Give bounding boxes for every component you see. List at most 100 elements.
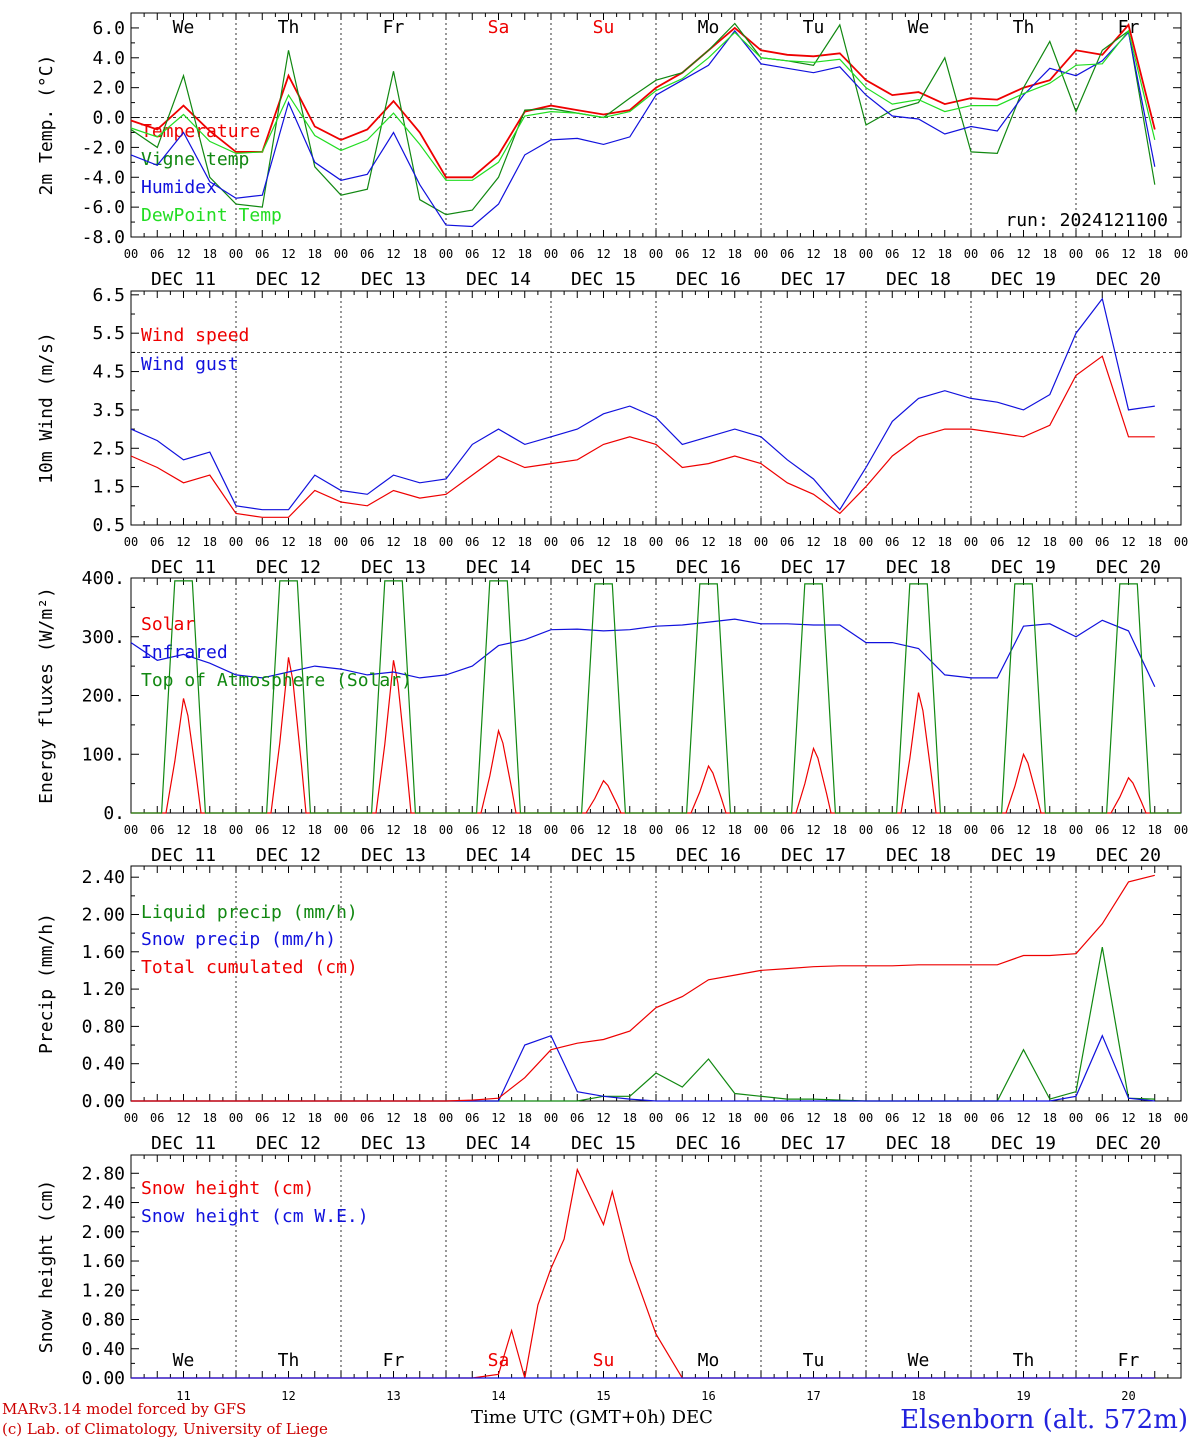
y-tick-label: 2.00 <box>82 904 125 925</box>
y-tick-label: 2.80 <box>82 1163 125 1184</box>
date-label: DEC 14 <box>466 269 531 290</box>
weekday-label: Fr <box>383 17 405 38</box>
legend-entry: Wind speed <box>141 325 249 346</box>
y-tick-label: 1.5 <box>92 477 125 498</box>
x-tick-label: 12 <box>911 1111 925 1125</box>
day-number-label: 15 <box>596 1389 610 1403</box>
series-line <box>131 1167 1155 1379</box>
x-tick-label: 12 <box>596 247 610 261</box>
x-tick-label: 12 <box>491 1111 505 1125</box>
legend-entry: Humidex <box>141 177 217 198</box>
x-tick-label: 12 <box>176 823 190 837</box>
x-tick-label: 12 <box>491 823 505 837</box>
x-tick-label: 06 <box>570 535 584 549</box>
x-tick-label: 00 <box>124 1111 138 1125</box>
date-label: DEC 15 <box>571 1133 636 1154</box>
x-tick-label: 18 <box>728 535 742 549</box>
series-line <box>131 874 1155 1102</box>
series-line <box>130 618 1156 687</box>
panel-4: 2.40 2.00 1.60 1.20 0.80 0.40 0.00 Precip (mm/h… <box>36 865 1188 1154</box>
x-tick-label: 06 <box>780 247 794 261</box>
day-number-label: 17 <box>806 1389 820 1403</box>
x-tick-label: 12 <box>491 535 505 549</box>
x-tick-label: 12 <box>701 535 715 549</box>
date-label: DEC 13 <box>361 845 426 866</box>
x-tick-label: 00 <box>439 823 453 837</box>
x-tick-label: 06 <box>990 535 1004 549</box>
y-axis-label: Precip (mm/h) <box>36 913 57 1054</box>
x-tick-label: 12 <box>1016 1111 1030 1125</box>
x-tick-label: 06 <box>255 1111 269 1125</box>
series-line <box>130 297 1155 511</box>
y-tick-label: -4.0 <box>82 167 125 188</box>
x-tick-label: 18 <box>308 247 322 261</box>
x-tick-label: 06 <box>465 823 479 837</box>
x-tick-label: 12 <box>701 247 715 261</box>
x-tick-label: 12 <box>701 1111 715 1125</box>
x-tick-label: 12 <box>1121 247 1135 261</box>
x-tick-label: 00 <box>229 247 243 261</box>
day-number-label: 18 <box>911 1389 925 1403</box>
date-label: DEC 16 <box>676 1133 741 1154</box>
x-tick-label: 00 <box>754 1111 768 1125</box>
weekday-label: We <box>908 17 930 38</box>
x-tick-label: 12 <box>1016 535 1030 549</box>
x-tick-label: 00 <box>1069 823 1083 837</box>
date-label: DEC 20 <box>1096 1133 1161 1154</box>
x-tick-label: 06 <box>1095 1111 1109 1125</box>
x-tick-label: 00 <box>1069 535 1083 549</box>
x-tick-label: 06 <box>885 823 899 837</box>
x-tick-label: 06 <box>675 247 689 261</box>
x-tick-label: 18 <box>938 823 952 837</box>
x-tick-label: 12 <box>1121 535 1135 549</box>
x-tick-label: 18 <box>728 823 742 837</box>
date-label: DEC 19 <box>991 1133 1056 1154</box>
x-tick-label: 12 <box>1016 823 1030 837</box>
date-label: DEC 18 <box>886 845 951 866</box>
x-tick-label: 00 <box>1069 1111 1083 1125</box>
date-label: DEC 20 <box>1096 557 1161 578</box>
y-axis-label: 2m Temp. (°C) <box>36 55 57 196</box>
x-tick-label: 18 <box>728 247 742 261</box>
date-label: DEC 13 <box>361 557 426 578</box>
x-tick-label: 06 <box>465 535 479 549</box>
series-line <box>130 355 1155 518</box>
series-line <box>130 23 1156 179</box>
date-label: DEC 20 <box>1096 269 1161 290</box>
date-label: DEC 19 <box>991 845 1056 866</box>
x-tick-label: 18 <box>518 823 532 837</box>
x-tick-label: 12 <box>176 1111 190 1125</box>
x-tick-label: 00 <box>649 247 663 261</box>
date-label: DEC 16 <box>676 845 741 866</box>
y-axis-label: Energy fluxes (W/m²) <box>36 587 57 804</box>
x-tick-label: 00 <box>439 1111 453 1125</box>
legend-entry: Infrared <box>141 642 228 663</box>
x-tick-label: 12 <box>806 823 820 837</box>
panel-2: 6.5 5.5 4.5 3.5 2.5 1.5 0.5 10m Wind (m/s) 00 06 1… <box>36 285 1188 578</box>
x-tick-label: 12 <box>806 1111 820 1125</box>
x-tick-label: 18 <box>413 247 427 261</box>
date-label: DEC 19 <box>991 269 1056 290</box>
weekday-label: Th <box>1013 17 1035 38</box>
x-tick-label: 06 <box>255 247 269 261</box>
x-tick-label: 18 <box>833 823 847 837</box>
date-label: DEC 11 <box>151 557 216 578</box>
x-tick-label: 06 <box>570 247 584 261</box>
x-tick-label: 00 <box>544 247 558 261</box>
y-tick-label: 0.40 <box>82 1339 125 1360</box>
date-label: DEC 14 <box>466 1133 531 1154</box>
date-label: DEC 18 <box>886 269 951 290</box>
x-tick-label: 18 <box>833 1111 847 1125</box>
x-tick-label: 06 <box>150 535 164 549</box>
weekday-label: Th <box>1013 1350 1035 1371</box>
x-tick-label: 00 <box>859 535 873 549</box>
legend-entry: Liquid precip (mm/h) <box>141 902 358 923</box>
weekday-label: Su <box>593 17 615 38</box>
x-tick-label: 12 <box>386 823 400 837</box>
x-tick-label: 00 <box>754 247 768 261</box>
x-tick-label: 06 <box>885 247 899 261</box>
x-tick-label: 18 <box>938 535 952 549</box>
legend-entry: DewPoint Temp <box>141 205 282 226</box>
x-tick-label: 06 <box>570 1111 584 1125</box>
weekday-label: Su <box>593 1350 615 1371</box>
